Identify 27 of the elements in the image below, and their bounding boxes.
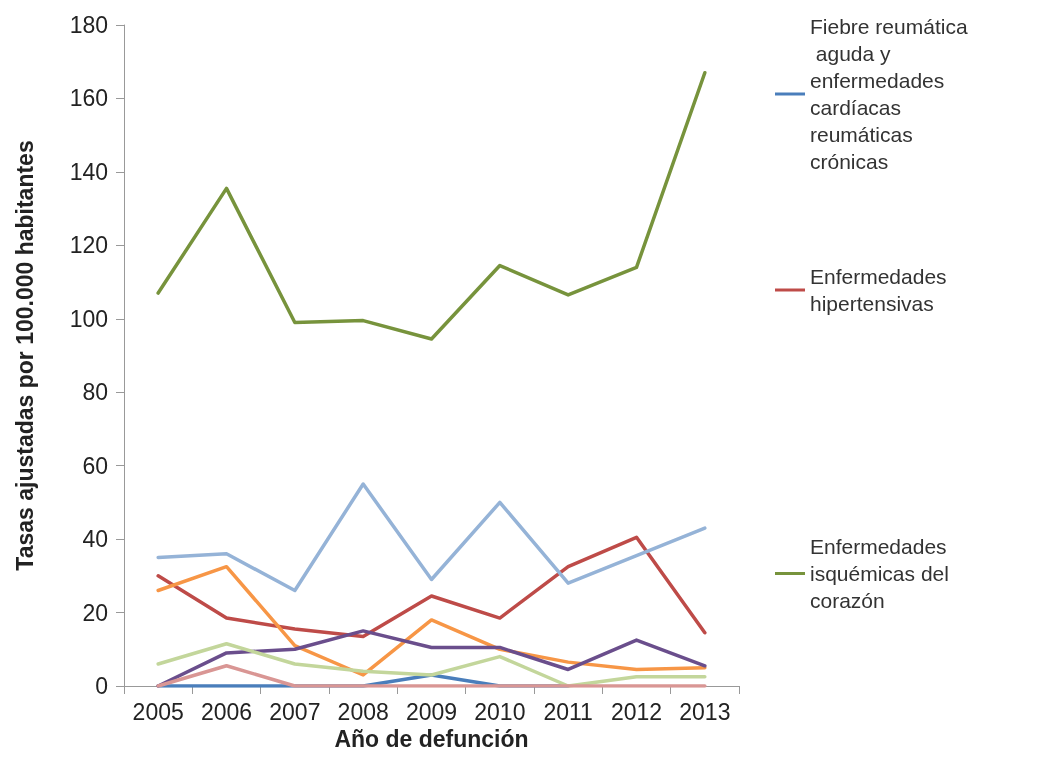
line-series: [156, 70, 707, 341]
line-series: [156, 482, 707, 593]
x-axis-title: Año de defunción: [334, 726, 529, 753]
x-tick-label: 2008: [337, 698, 389, 725]
y-tick-label: 120: [69, 232, 108, 259]
x-tick-label: 2012: [610, 698, 663, 725]
x-tick-label: 2011: [543, 698, 593, 725]
x-tick-label: 2005: [132, 698, 184, 725]
y-tick-label: 80: [82, 379, 108, 406]
y-tick-label: 20: [82, 599, 108, 626]
x-tick-label: 2007: [269, 698, 321, 725]
legend-label: Enfermedades hipertensivas: [810, 265, 953, 315]
y-tick-label: 40: [82, 526, 108, 553]
y-axis-title: Tasas ajustadas por 100.000 habitantes: [11, 140, 38, 571]
y-tick-label: 60: [82, 452, 108, 479]
x-tick-label: 2006: [200, 698, 253, 725]
x-tick-label: 2010: [474, 698, 526, 725]
y-tick-label: 180: [69, 12, 108, 38]
line-series: [156, 535, 707, 639]
y-tick-label: 160: [69, 85, 108, 112]
x-tick-label: 2009: [405, 698, 458, 725]
y-tick-label: 100: [69, 305, 108, 332]
x-tick-label: 2013: [679, 698, 731, 725]
y-tick-label: 140: [69, 158, 108, 185]
legend-label: Fiebre reumática aguda y enfermedades cardíacas reumáticas crónicas: [810, 15, 968, 173]
legend-label: Enfermedades isquémicas del corazón: [810, 535, 955, 612]
y-tick-label: 0: [95, 673, 108, 699]
